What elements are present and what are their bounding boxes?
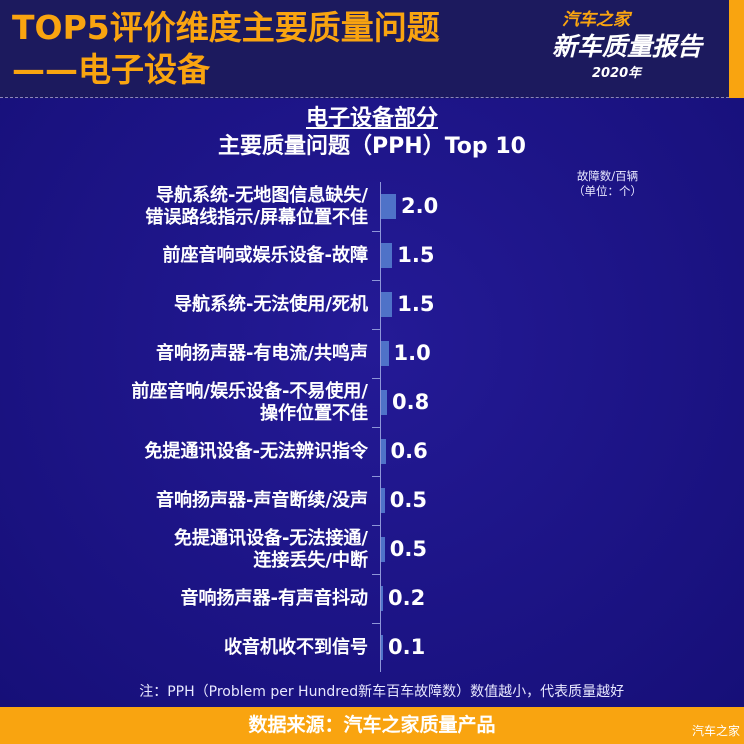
- category-label: 免提通讯设备-无法接通/连接丢失/中断: [173, 527, 368, 571]
- chart-area: 电子设备部分 主要质量问题（PPH）Top 10 故障数/百辆 （单位：个） 导航…: [0, 99, 744, 707]
- category-label: 音响扬声器-有电流/共鸣声: [155, 342, 368, 364]
- page-subtitle: ——电子设备: [12, 50, 210, 89]
- footnote: 注：PPH（Problem per Hundred新车百车故障数）数值越小，代表…: [139, 684, 625, 700]
- bar-row: 音响扬声器-有电流/共鸣声 1.0: [0, 329, 744, 378]
- bar: [381, 243, 393, 268]
- value-label: 1.0: [393, 341, 431, 365]
- bar-row: 收音机收不到信号 0.1: [0, 623, 744, 672]
- category-label: 免提通讯设备-无法辨识指令: [144, 440, 368, 462]
- category-label: 前座音响或娱乐设备-故障: [162, 244, 368, 266]
- bar: [381, 194, 396, 219]
- accent-strip: [729, 0, 744, 98]
- bar: [381, 586, 383, 611]
- y-axis: [380, 182, 381, 672]
- axis-tick: [372, 623, 380, 624]
- bar-row: 免提通讯设备-无法辨识指令 0.6: [0, 427, 744, 476]
- chart-title: 电子设备部分: [305, 106, 439, 131]
- bar-row: 导航系统-无地图信息缺失/错误路线指示/屏幕位置不佳 2.0: [0, 182, 744, 231]
- value-label: 0.5: [389, 537, 427, 561]
- footer: 数据来源：汽车之家质量产品 汽车之家: [0, 707, 744, 744]
- axis-tick: [372, 574, 380, 575]
- bar: [381, 537, 385, 562]
- value-label: 0.5: [389, 488, 427, 512]
- value-label: 0.1: [388, 635, 426, 659]
- watermark: 汽车之家: [691, 724, 740, 738]
- value-label: 0.8: [392, 390, 430, 414]
- logo-brand: 汽车之家: [562, 10, 630, 30]
- bar: [381, 488, 385, 513]
- category-label: 导航系统-无地图信息缺失/错误路线指示/屏幕位置不佳: [145, 184, 368, 228]
- bar-row: 导航系统-无法使用/死机 1.5: [0, 280, 744, 329]
- bar: [381, 341, 389, 366]
- logo-year: 2020年: [592, 66, 642, 81]
- value-label: 1.5: [397, 292, 435, 316]
- axis-tick: [372, 525, 380, 526]
- value-label: 0.2: [388, 586, 426, 610]
- report-logo: 汽车之家 新车质量报告 2020年: [552, 10, 722, 92]
- header: TOP5评价维度主要质量问题 ——电子设备 汽车之家 新车质量报告 2020年: [0, 0, 744, 98]
- bar: [381, 292, 393, 317]
- axis-tick: [372, 280, 380, 281]
- category-label: 导航系统-无法使用/死机: [173, 293, 368, 315]
- value-label: 1.5: [397, 243, 435, 267]
- axis-tick: [372, 427, 380, 428]
- axis-tick: [372, 231, 380, 232]
- value-label: 0.6: [390, 439, 428, 463]
- category-label: 收音机收不到信号: [224, 636, 368, 658]
- category-label: 音响扬声器-有声音抖动: [180, 587, 368, 609]
- bar-row: 前座音响/娱乐设备-不易使用/操作位置不佳 0.8: [0, 378, 744, 427]
- logo-name: 新车质量报告: [552, 32, 703, 61]
- bar-row: 音响扬声器-有声音抖动 0.2: [0, 574, 744, 623]
- category-label: 音响扬声器-声音断续/没声: [155, 489, 368, 511]
- bar-row: 前座音响或娱乐设备-故障 1.5: [0, 231, 744, 280]
- page-title: TOP5评价维度主要质量问题: [12, 8, 440, 47]
- bar: [381, 635, 383, 660]
- value-label: 2.0: [401, 194, 439, 218]
- bar: [381, 439, 386, 464]
- axis-tick: [372, 329, 380, 330]
- bar: [381, 390, 387, 415]
- category-label: 前座音响/娱乐设备-不易使用/操作位置不佳: [131, 380, 368, 424]
- axis-tick: [372, 378, 380, 379]
- unit-label: 故障数/百辆 （单位：个）: [573, 169, 642, 198]
- bar-row: 音响扬声器-声音断续/没声 0.5: [0, 476, 744, 525]
- data-source: 数据来源：汽车之家质量产品: [248, 714, 496, 736]
- bar-row: 免提通讯设备-无法接通/连接丢失/中断 0.5: [0, 525, 744, 574]
- chart-subtitle: 主要质量问题（PPH）Top 10: [218, 134, 526, 159]
- axis-tick: [372, 476, 380, 477]
